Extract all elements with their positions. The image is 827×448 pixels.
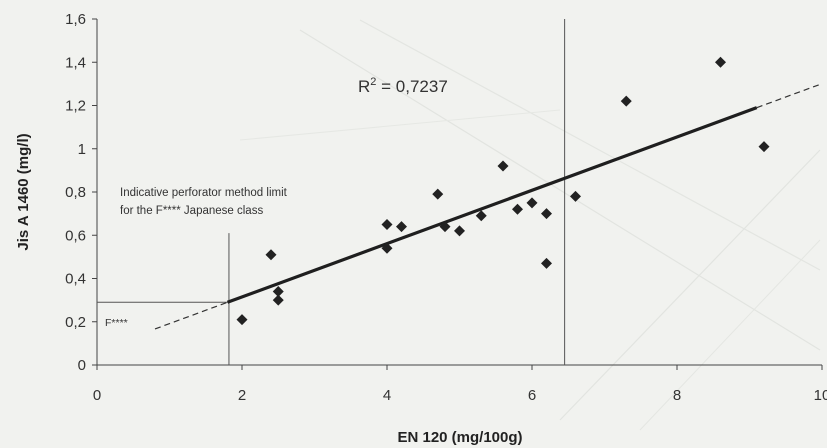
data-point — [526, 197, 538, 209]
x-tick-label: 2 — [238, 387, 246, 404]
reference-lines — [97, 19, 566, 365]
background-faint-lines — [239, 19, 821, 431]
data-point — [541, 208, 552, 220]
y-tick-label: 1 — [78, 141, 86, 158]
data-point — [381, 242, 393, 254]
data-points — [236, 56, 770, 326]
y-tick-label: 1,2 — [65, 98, 86, 115]
x-tick-label: 10 — [814, 387, 827, 404]
x-tick-label: 8 — [673, 387, 681, 404]
region-label-fclass: F**** — [105, 317, 128, 329]
data-point — [758, 141, 770, 153]
y-tick-label: 0,6 — [65, 227, 86, 244]
data-point — [432, 188, 444, 200]
x-axis-title: EN 120 (mg/100g) — [397, 429, 522, 446]
data-point — [541, 257, 552, 269]
trendline-solid — [226, 106, 758, 304]
data-point — [381, 218, 393, 230]
x-tick-label: 0 — [93, 387, 101, 404]
data-point — [272, 285, 284, 297]
y-tick-label: 0,4 — [65, 271, 86, 288]
y-axis-title: Jis A 1460 (mg/l) — [15, 133, 32, 250]
r2-prefix: R — [358, 77, 370, 96]
data-point — [512, 203, 523, 215]
y-tick-label: 1,4 — [65, 54, 86, 71]
r2-value: = 0,7237 — [376, 77, 447, 96]
r-squared-label: R2 = 0,7237 — [358, 76, 448, 96]
trendline — [154, 83, 823, 330]
data-point — [439, 221, 451, 233]
trendline-dashed-right — [756, 83, 823, 109]
x-tick-label: 4 — [383, 387, 391, 404]
data-point — [454, 225, 465, 237]
data-point — [497, 160, 509, 172]
annotation-line-1: Indicative perforator method limit — [120, 187, 288, 199]
data-point — [272, 294, 284, 306]
data-point — [396, 221, 407, 233]
y-tick-label: 0,8 — [65, 184, 86, 201]
y-tick-label: 1,6 — [65, 11, 86, 28]
annotation-line-2: for the F**** Japanese class — [120, 205, 263, 217]
data-point — [265, 249, 277, 261]
r2-superscript: 2 — [370, 76, 376, 88]
data-point — [620, 95, 632, 107]
y-axis-ticks: 0 0,2 0,4 0,6 0,8 1 1,2 1,4 1,6 — [65, 11, 97, 374]
x-tick-label: 6 — [528, 387, 536, 404]
data-point — [475, 210, 487, 222]
data-point — [236, 314, 248, 326]
y-tick-label: 0 — [78, 357, 86, 374]
trendline-dashed-left — [154, 301, 228, 330]
y-tick-label: 0,2 — [65, 314, 86, 331]
x-axis-ticks: 0 2 4 6 8 10 — [93, 365, 827, 404]
data-point — [715, 56, 726, 68]
data-point — [570, 190, 581, 202]
